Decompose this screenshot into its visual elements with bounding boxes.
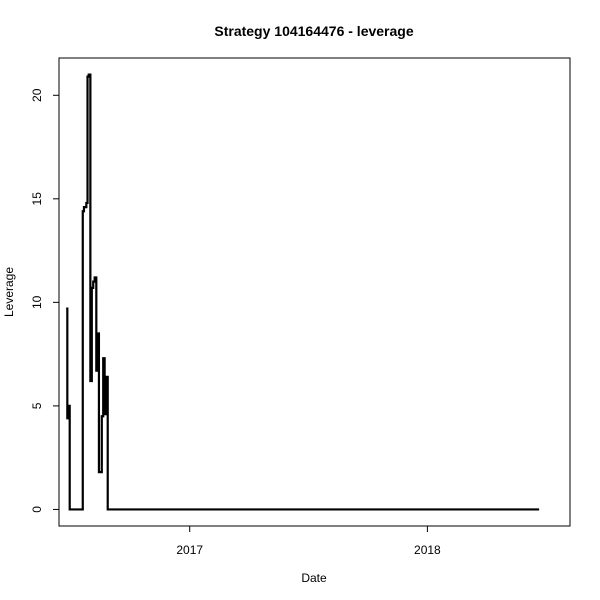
- y-tick-label-1: 5: [30, 402, 44, 409]
- y-axis-label: Leverage: [2, 267, 16, 317]
- x-tick-label-1: 2018: [414, 543, 441, 557]
- y-tick-label-2: 10: [30, 295, 44, 309]
- series-line-0: [66, 73, 540, 511]
- x-tick-label-0: 2017: [176, 543, 203, 557]
- y-tick-label-4: 20: [30, 88, 44, 102]
- y-tick-label-0: 0: [30, 506, 44, 513]
- plot-frame: [58, 57, 571, 527]
- x-axis-label: Date: [301, 571, 327, 585]
- y-tick-label-3: 15: [30, 192, 44, 206]
- x-axis: 2017 2018: [176, 526, 441, 557]
- series-layer: [66, 73, 540, 511]
- y-axis: 0 5 10 15 20: [30, 88, 59, 513]
- chart-title: Strategy 104164476 - leverage: [214, 23, 413, 39]
